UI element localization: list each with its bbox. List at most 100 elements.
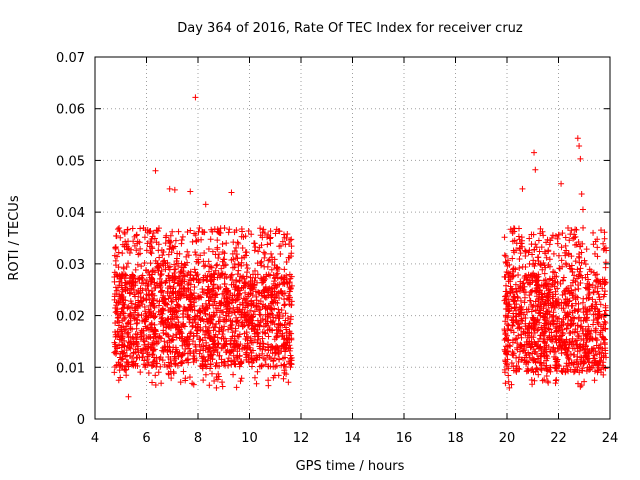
data-points — [111, 94, 610, 400]
data-point — [153, 338, 160, 345]
data-point — [277, 321, 284, 328]
data-point — [187, 301, 194, 308]
data-point — [155, 267, 162, 274]
data-point — [131, 309, 138, 316]
data-point — [116, 282, 123, 289]
x-tick-label: 12 — [293, 431, 310, 446]
data-point — [206, 333, 213, 340]
data-point — [140, 350, 147, 357]
data-point — [272, 274, 279, 281]
y-tick-label: 0.07 — [56, 51, 85, 66]
x-tick-label: 18 — [447, 431, 464, 446]
data-point — [141, 304, 148, 311]
data-point — [217, 284, 224, 291]
data-point — [259, 234, 266, 241]
data-point — [259, 335, 266, 342]
data-point — [148, 250, 155, 257]
data-point — [162, 240, 169, 247]
data-point — [543, 239, 550, 246]
data-point — [214, 376, 221, 383]
data-point — [175, 319, 182, 326]
data-point — [189, 323, 196, 330]
data-point — [182, 377, 189, 384]
data-point — [247, 307, 254, 314]
data-point — [539, 266, 546, 273]
data-point — [169, 244, 176, 251]
data-point — [147, 344, 154, 351]
data-point — [256, 289, 263, 296]
data-point — [216, 328, 223, 335]
data-point — [254, 336, 261, 343]
data-point — [183, 341, 190, 348]
data-point — [190, 381, 197, 388]
data-point — [121, 230, 128, 237]
data-point — [281, 266, 288, 273]
data-point — [184, 293, 191, 300]
data-point — [178, 353, 185, 360]
data-point — [565, 368, 572, 375]
data-point — [287, 316, 294, 323]
data-point — [183, 306, 190, 313]
data-point — [144, 361, 151, 368]
data-point — [143, 291, 150, 298]
data-point — [276, 309, 283, 316]
data-point — [202, 300, 209, 307]
data-point — [251, 374, 258, 381]
data-point — [559, 230, 566, 237]
data-point — [226, 226, 233, 233]
data-point — [145, 369, 152, 376]
data-point — [111, 252, 118, 259]
data-point — [158, 247, 165, 254]
data-point — [272, 282, 279, 289]
data-point — [184, 350, 191, 357]
data-point — [255, 248, 262, 255]
data-point — [136, 302, 143, 309]
data-point — [166, 363, 173, 370]
data-point — [235, 267, 242, 274]
data-point — [254, 260, 261, 267]
data-point — [149, 339, 156, 346]
data-point — [274, 300, 281, 307]
data-point — [288, 302, 295, 309]
data-point — [117, 374, 124, 381]
data-point — [158, 380, 165, 387]
data-point — [254, 303, 261, 310]
data-point — [286, 254, 293, 261]
data-point — [288, 282, 295, 289]
data-point — [267, 326, 274, 333]
data-point — [148, 291, 155, 298]
data-point — [113, 233, 120, 240]
data-point — [266, 326, 273, 333]
data-point — [216, 318, 223, 325]
data-point — [158, 289, 165, 296]
data-point — [150, 230, 157, 237]
data-point — [182, 346, 189, 353]
data-point — [160, 307, 167, 314]
data-point — [243, 299, 250, 306]
data-point — [250, 271, 257, 278]
data-point — [171, 279, 178, 286]
data-point — [221, 281, 228, 288]
data-point — [113, 362, 120, 369]
data-point — [236, 277, 243, 284]
data-point — [150, 267, 157, 274]
data-point — [230, 352, 237, 359]
data-point — [581, 378, 588, 385]
data-point — [200, 263, 207, 270]
data-point — [137, 369, 144, 376]
data-point — [264, 289, 271, 296]
data-point — [280, 362, 287, 369]
data-point — [115, 299, 122, 306]
data-point — [146, 272, 153, 279]
data-point — [518, 334, 525, 341]
data-point — [584, 271, 591, 278]
data-point — [265, 271, 272, 278]
data-point — [210, 282, 217, 289]
data-point — [181, 273, 188, 280]
data-point — [218, 309, 225, 316]
data-point — [269, 254, 276, 261]
data-point — [519, 237, 526, 244]
data-point — [244, 293, 251, 300]
data-point — [225, 229, 232, 236]
data-point — [590, 362, 597, 369]
